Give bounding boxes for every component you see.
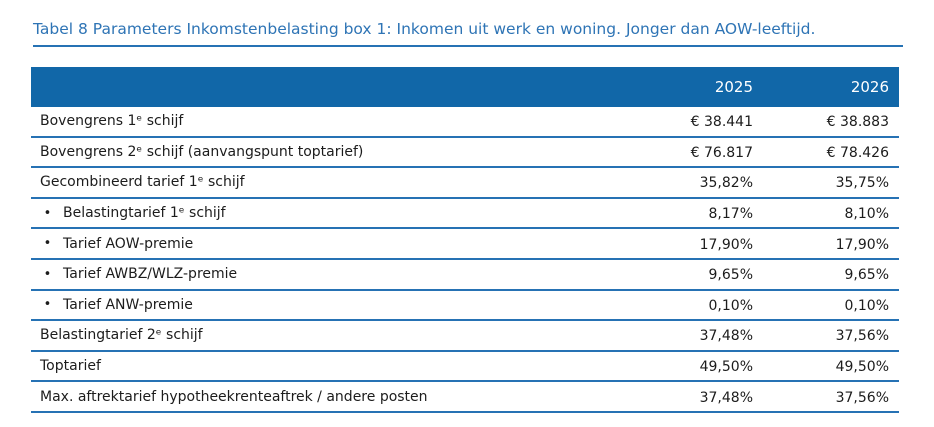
value-2026: 37,56%: [835, 328, 889, 345]
value-2026: 35,75%: [835, 175, 889, 192]
row-label-text: Tarief AOW-premie: [63, 235, 194, 252]
row-label-text: Bovengrens 2ᵉ schijf (aanvangspunt topta…: [40, 143, 364, 160]
bullet-icon: •: [43, 266, 52, 282]
value-2026: € 38.883: [826, 114, 889, 131]
table-row: • Tarief ANW-premie 0,10% 0,10%: [31, 291, 899, 322]
row-label-text: Gecombineerd tarief 1ᵉ schijf: [40, 174, 245, 191]
value-2026: 17,90%: [835, 236, 889, 253]
table-row: • Belastingtarief 1ᵉ schijf 8,17% 8,10%: [31, 199, 899, 230]
row-label-text: Belastingtarief 2ᵉ schijf: [40, 327, 203, 344]
value-2025: 37,48%: [699, 389, 753, 406]
row-label-text: Toptarief: [40, 358, 101, 375]
value-2025: 9,65%: [708, 267, 753, 284]
row-label: • Bovengrens 2ᵉ schijf (aanvangspunt top…: [31, 144, 638, 160]
row-label-text: Belastingtarief 1ᵉ schijf: [63, 205, 226, 222]
bullet-icon: •: [43, 236, 52, 252]
table-row: • Tarief AWBZ/WLZ-premie 9,65% 9,65%: [31, 260, 899, 291]
row-label: • Gecombineerd tarief 1ᵉ schijf: [31, 174, 638, 190]
table-caption: Tabel 8 Parameters Inkomstenbelasting bo…: [33, 20, 903, 47]
value-2026: 8,10%: [844, 206, 889, 223]
row-label: • Tarief AWBZ/WLZ-premie: [31, 266, 638, 282]
value-2025: 37,48%: [699, 328, 753, 345]
value-2025: 35,82%: [699, 175, 753, 192]
row-label: • Bovengrens 1ᵉ schijf: [31, 113, 638, 129]
row-label-text: Tarief ANW-premie: [63, 296, 193, 313]
value-2025: € 76.817: [690, 144, 753, 161]
table-row: • Bovengrens 1ᵉ schijf € 38.441 € 38.883: [31, 107, 899, 138]
value-2025: € 38.441: [690, 114, 753, 131]
parameters-table: 2025 2026 • Bovengrens 1ᵉ schijf € 38.44…: [31, 67, 899, 413]
column-header-2026: 2026: [850, 78, 889, 96]
bullet-icon: •: [43, 205, 52, 221]
value-2026: 49,50%: [835, 359, 889, 376]
value-2026: 0,10%: [844, 297, 889, 314]
table-header-row: 2025 2026: [31, 67, 899, 107]
value-2026: 37,56%: [835, 389, 889, 406]
value-2025: 17,90%: [699, 236, 753, 253]
value-2026: 9,65%: [844, 267, 889, 284]
row-label: • Max. aftrektarief hypotheekrenteaftrek…: [31, 389, 638, 405]
row-label: • Belastingtarief 2ᵉ schijf: [31, 327, 638, 343]
row-label-text: Tarief AWBZ/WLZ-premie: [63, 266, 238, 283]
table-row: • Bovengrens 2ᵉ schijf (aanvangspunt top…: [31, 138, 899, 169]
bullet-icon: •: [43, 297, 52, 313]
value-2025: 0,10%: [708, 297, 753, 314]
row-label: • Tarief ANW-premie: [31, 297, 638, 313]
table-title: Tabel 8 Parameters Inkomstenbelasting bo…: [33, 20, 816, 38]
table-row: • Toptarief 49,50% 49,50%: [31, 352, 899, 383]
value-2025: 49,50%: [699, 359, 753, 376]
table-row: • Tarief AOW-premie 17,90% 17,90%: [31, 229, 899, 260]
table-row: • Belastingtarief 2ᵉ schijf 37,48% 37,56…: [31, 321, 899, 352]
column-header-2025: 2025: [714, 78, 753, 96]
value-2026: € 78.426: [826, 144, 889, 161]
row-label: • Belastingtarief 1ᵉ schijf: [31, 205, 638, 221]
table-row: • Max. aftrektarief hypotheekrenteaftrek…: [31, 382, 899, 413]
row-label-text: Max. aftrektarief hypotheekrenteaftrek /…: [40, 388, 428, 405]
table-body: • Bovengrens 1ᵉ schijf € 38.441 € 38.883…: [31, 107, 899, 413]
table-row: • Gecombineerd tarief 1ᵉ schijf 35,82% 3…: [31, 168, 899, 199]
row-label: • Toptarief: [31, 358, 638, 374]
row-label-text: Bovengrens 1ᵉ schijf: [40, 113, 184, 130]
row-label: • Tarief AOW-premie: [31, 236, 638, 252]
value-2025: 8,17%: [708, 206, 753, 223]
